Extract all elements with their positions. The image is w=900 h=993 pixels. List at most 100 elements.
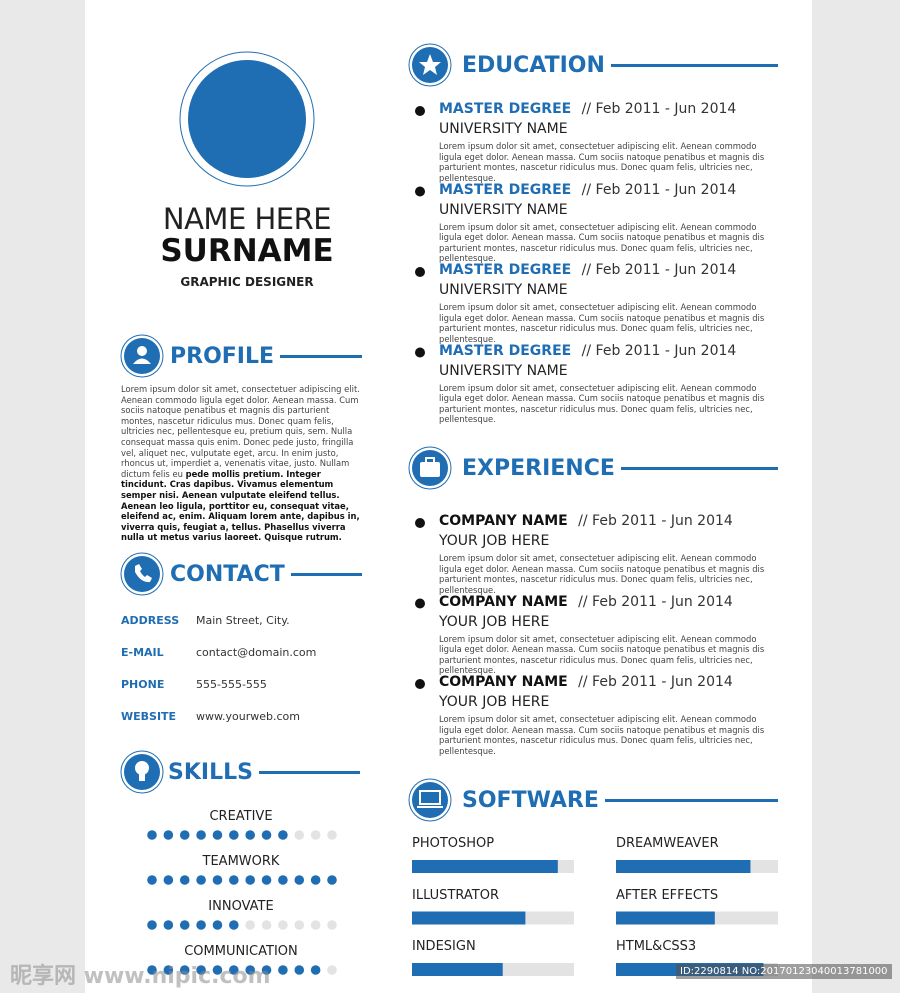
entry-title: COMPANY NAME	[439, 593, 568, 610]
skill-dot-filled	[179, 920, 190, 930]
skill-dot-filled	[196, 875, 206, 885]
skill-dots	[147, 965, 337, 975]
skill-dot-filled	[294, 875, 305, 885]
skill-dot-filled	[278, 875, 288, 885]
entry-text: Lorem ipsum dolor sit amet, consectetuer…	[439, 221, 765, 264]
entry-text: Lorem ipsum dolor sit amet, consectetuer…	[439, 633, 765, 676]
profile-normal: Lorem ipsum dolor sit amet, consectetuer…	[121, 384, 360, 479]
entry-date: // Feb 2011 - Jun 2014	[578, 513, 733, 529]
skill-dot-empty	[327, 920, 337, 930]
software-level	[616, 911, 715, 925]
entry-title: COMPANY NAME	[439, 674, 568, 690]
entry-title-row: COMPANY NAME // Feb 2011 - Jun 2014	[439, 513, 733, 529]
software-level	[616, 860, 751, 873]
skill-dot-filled	[310, 875, 321, 885]
entry-text: Lorem ipsum dolor sit amet, consectetuer…	[439, 553, 765, 595]
entry-subtitle: UNIVERSITY NAME	[439, 362, 568, 379]
job-title: GRAPHIC DESIGNER	[180, 275, 314, 289]
profile-text: Lorem ipsum dolor sit amet, consectetuer…	[121, 384, 365, 543]
skill-dot-filled	[163, 830, 174, 840]
contact-icon	[120, 552, 164, 596]
entry-date: // Feb 2011 - Jun 2014	[581, 262, 737, 278]
entry-subtitle: YOUR JOB HERE	[439, 613, 550, 630]
bullet	[415, 186, 425, 197]
software-name: HTML&CSS3	[616, 939, 697, 954]
heading-rule	[620, 466, 778, 470]
skill-dot-filled	[147, 920, 157, 930]
software-name: DREAMWEAVER	[616, 836, 719, 851]
heading-rule	[604, 798, 778, 802]
experience-heading: EXPERIENCE	[462, 454, 778, 482]
bullet	[415, 679, 425, 689]
skill-dot-filled	[163, 875, 174, 885]
skill-name: INNOVATE	[208, 899, 274, 914]
skill-dot-empty	[294, 830, 305, 840]
contact-label: WEBSITE	[121, 710, 177, 723]
skill-dot-empty	[310, 830, 321, 840]
entry-title-row: COMPANY NAME // Feb 2011 - Jun 2014	[439, 594, 733, 610]
skill-dot-empty	[245, 920, 255, 930]
skill-dot-filled	[147, 875, 157, 885]
skill-dot-filled	[147, 965, 157, 975]
entry-title: MASTER DEGREE	[439, 262, 572, 278]
contact-value: Main Street, City.	[196, 614, 290, 627]
skill-dot-filled	[245, 830, 255, 840]
skill-dot-filled	[163, 965, 174, 975]
skill-dot-filled	[196, 830, 206, 840]
contact-heading: CONTACT	[170, 560, 362, 588]
software-name: PHOTOSHOP	[412, 836, 495, 851]
profile-bold: pede mollis pretium. Integer tincidunt. …	[121, 468, 360, 543]
skill-dot-filled	[212, 830, 223, 840]
heading-rule	[290, 572, 362, 576]
skill-dot-filled	[179, 875, 190, 885]
skill-dot-filled	[229, 875, 239, 885]
heading-text: CONTACT	[170, 561, 285, 587]
name: NAME HERE	[162, 202, 332, 236]
photo-ring	[179, 51, 315, 187]
entry-date: // Feb 2011 - Jun 2014	[581, 181, 737, 198]
entry-subtitle: YOUR JOB HERE	[439, 694, 550, 710]
entry-text: Lorem ipsum dolor sit amet, consectetuer…	[439, 714, 765, 756]
contact-label: E-MAIL	[121, 646, 164, 659]
entry-title-row: MASTER DEGREE // Feb 2011 - Jun 2014	[439, 262, 736, 278]
skill-dot-empty	[327, 965, 337, 975]
contact-value: www.yourweb.com	[196, 710, 300, 723]
entry-title: MASTER DEGREE	[439, 342, 572, 359]
entry-title-row: COMPANY NAME // Feb 2011 - Jun 2014	[439, 674, 733, 690]
entry-date: // Feb 2011 - Jun 2014	[581, 101, 737, 117]
skill-dot-filled	[179, 830, 190, 840]
skill-dot-filled	[278, 830, 288, 840]
skill-dot-filled	[196, 920, 206, 930]
skill-dot-empty	[294, 920, 305, 930]
bullet	[415, 106, 425, 116]
software-level	[412, 963, 503, 976]
skill-dot-filled	[327, 875, 337, 885]
skill-dot-filled	[278, 965, 288, 975]
skill-name: CREATIVE	[209, 809, 273, 824]
entry-title-row: MASTER DEGREE // Feb 2011 - Jun 2014	[439, 343, 736, 359]
entry-subtitle: UNIVERSITY NAME	[439, 121, 568, 137]
bullet	[415, 518, 425, 528]
bullet	[415, 267, 425, 277]
entry-title-row: MASTER DEGREE // Feb 2011 - Jun 2014	[439, 182, 736, 198]
skill-dot-empty	[261, 920, 272, 930]
education-heading: EDUCATION	[462, 51, 778, 79]
software-heading: SOFTWARE	[462, 786, 778, 814]
watermark-site: 昵享网 www.nipic.com	[10, 964, 271, 989]
entry-text: Lorem ipsum dolor sit amet, consectetuer…	[439, 302, 765, 344]
skills-icon	[120, 750, 164, 794]
entry-title-row: MASTER DEGREE // Feb 2011 - Jun 2014	[439, 101, 736, 117]
photo	[188, 60, 306, 178]
skill-dot-filled	[261, 875, 272, 885]
software-name: ILLUSTRATOR	[412, 887, 499, 903]
software-level	[412, 911, 526, 925]
heading-text: EDUCATION	[462, 52, 605, 78]
software-name: INDESIGN	[412, 939, 476, 954]
skill-dot-filled	[147, 830, 157, 840]
skill-dot-filled	[310, 965, 321, 975]
skill-dot-filled	[245, 965, 255, 975]
skill-dot-filled	[179, 965, 190, 975]
software-level	[412, 860, 558, 873]
